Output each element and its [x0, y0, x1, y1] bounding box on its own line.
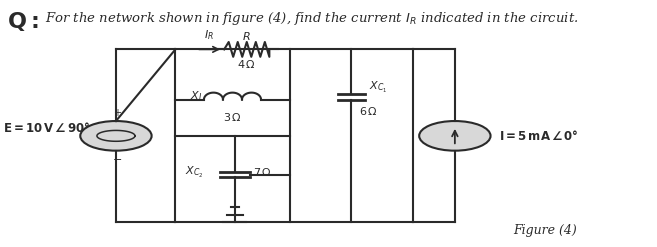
Text: $7\,\Omega$: $7\,\Omega$ [252, 166, 271, 178]
Text: $-$: $-$ [112, 153, 122, 163]
Text: $4\,\Omega$: $4\,\Omega$ [237, 58, 256, 70]
Text: $3\,\Omega$: $3\,\Omega$ [223, 111, 242, 123]
Text: $R$: $R$ [242, 30, 251, 42]
Text: $I_R$: $I_R$ [204, 28, 214, 42]
Text: $\mathbf{Q:}$: $\mathbf{Q:}$ [7, 10, 39, 33]
Text: $X_L$: $X_L$ [190, 89, 204, 103]
Text: $\mathbf{E = 10\,V\,\angle\,90°}$: $\mathbf{E = 10\,V\,\angle\,90°}$ [3, 122, 90, 135]
Text: Figure (4): Figure (4) [513, 224, 577, 237]
Text: $X_{C_1}$: $X_{C_1}$ [369, 80, 388, 95]
Text: $6\,\Omega$: $6\,\Omega$ [359, 105, 377, 117]
Text: $\mathbf{I = 5\,mA\,\angle\,0°}$: $\mathbf{I = 5\,mA\,\angle\,0°}$ [499, 129, 579, 143]
Text: $+$: $+$ [112, 107, 122, 118]
Text: $X_{C_2}$: $X_{C_2}$ [185, 165, 204, 180]
Circle shape [80, 121, 152, 151]
Circle shape [419, 121, 491, 151]
Text: For the network shown in figure (4), find the current $I_R$ indicated in the cir: For the network shown in figure (4), fin… [45, 10, 578, 27]
